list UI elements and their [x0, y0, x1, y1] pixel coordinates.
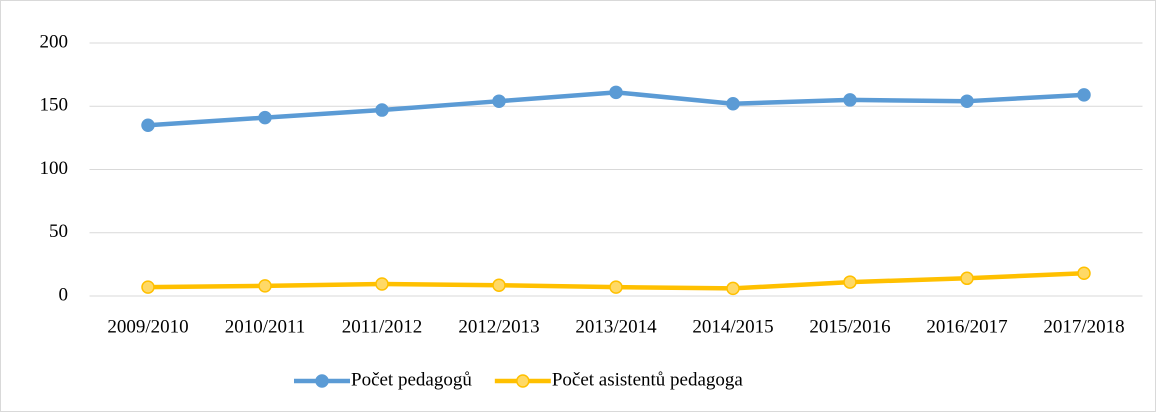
- legend-marker: [315, 374, 329, 388]
- x-tick-label: 2013/2014: [575, 316, 657, 337]
- data-point: [258, 279, 272, 293]
- data-point: [960, 271, 974, 286]
- x-tick-label: 2009/2010: [107, 316, 188, 337]
- y-tick-label: 0: [59, 284, 69, 305]
- x-tick-label: 2017/2018: [1043, 316, 1124, 337]
- data-point: [1077, 88, 1091, 102]
- legend-marker: [516, 374, 530, 388]
- legend-label: Počet pedagogů: [351, 369, 472, 390]
- x-tick-label: 2011/2012: [342, 316, 423, 337]
- y-tick-label: 100: [40, 158, 69, 179]
- x-tick-label: 2012/2013: [458, 316, 539, 337]
- data-point: [141, 280, 155, 294]
- data-point: [141, 118, 155, 132]
- y-tick-label: 50: [49, 221, 68, 242]
- data-point: [609, 85, 623, 100]
- data-point: [492, 278, 506, 292]
- data-point: [960, 94, 974, 108]
- data-point: [375, 103, 389, 117]
- x-tick-label: 2014/2015: [692, 316, 773, 337]
- data-point: [375, 277, 389, 291]
- legend-label: Počet asistentů pedagoga: [552, 369, 744, 390]
- data-point: [726, 281, 740, 296]
- data-point: [258, 110, 272, 125]
- x-tick-label: 2015/2016: [809, 316, 890, 337]
- data-point: [609, 280, 623, 294]
- y-tick-label: 200: [40, 31, 69, 52]
- y-tick-label: 150: [40, 95, 69, 116]
- data-point: [843, 275, 857, 289]
- x-tick-label: 2010/2011: [225, 316, 306, 337]
- data-point: [843, 93, 857, 107]
- data-point: [726, 96, 740, 111]
- x-tick-label: 2016/2017: [926, 316, 1007, 337]
- data-point: [1077, 266, 1091, 280]
- data-point: [492, 94, 506, 108]
